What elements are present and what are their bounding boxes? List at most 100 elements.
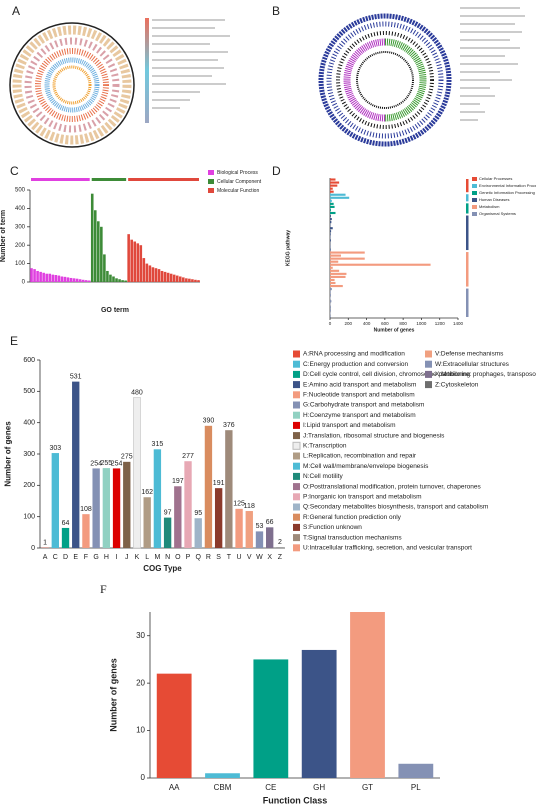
legend-label: Cellular Processes [479, 176, 512, 181]
genome-legend-b [460, 7, 525, 121]
bar [330, 178, 336, 181]
x-tick-label: Q [196, 554, 202, 561]
bar [127, 234, 130, 282]
bar [51, 453, 59, 548]
x-tick-label: O [175, 554, 181, 561]
genome-legend-a [145, 18, 230, 123]
legend-label: Z:Cytoskeleton [435, 381, 479, 388]
bar [330, 211, 336, 215]
bar [330, 294, 331, 297]
bar [45, 273, 48, 282]
data-label: 125 [233, 501, 245, 508]
panel-label: D [272, 164, 281, 178]
legend-swatch [292, 441, 301, 450]
y-tick-label: 200 [23, 482, 35, 489]
data-label: 197 [172, 478, 184, 485]
legend-label: F:Nucleotide transport and metabolism [303, 392, 415, 399]
x-tick-label: U [237, 554, 242, 561]
bar [175, 275, 179, 282]
group-strip [466, 194, 469, 202]
bar [157, 269, 161, 282]
y-tick-label: 400 [23, 420, 35, 427]
legend-label: E:Amino acid transport and metabolism [303, 381, 416, 388]
bar [51, 274, 55, 282]
data-label: 277 [182, 453, 194, 460]
bar [330, 187, 333, 190]
data-label: 255 [101, 460, 113, 467]
x-axis-title: GO term [101, 307, 129, 314]
y-tick-label: 0 [141, 773, 146, 782]
x-tick-label: 400 [363, 321, 371, 326]
data-label: 480 [131, 389, 143, 396]
bar [75, 278, 79, 282]
bar [330, 254, 341, 257]
x-tick-label: I [116, 554, 118, 561]
bar [163, 517, 172, 548]
legend-label: H:Coenzyme transport and metabolism [303, 412, 416, 419]
bar [330, 251, 365, 254]
data-label: 66 [266, 519, 274, 526]
x-tick-label: W [256, 554, 263, 561]
x-tick-label: CE [265, 783, 276, 792]
x-tick-label: GT [362, 783, 373, 792]
x-tick-label: 600 [381, 321, 389, 326]
bar [330, 196, 350, 199]
bar [194, 518, 202, 548]
legend-label: Genetic Information Processing [479, 190, 535, 195]
x-tick-label: 1200 [435, 321, 446, 326]
legend-swatch [293, 493, 300, 501]
y-tick-label: 0 [22, 280, 26, 286]
bar [72, 381, 80, 548]
x-axis-title: Number of genes [374, 327, 415, 333]
legend-swatch [293, 360, 300, 368]
x-tick-label: A [43, 554, 48, 561]
bar [276, 547, 284, 548]
bar [182, 277, 185, 282]
y-axis-title: Number of term [0, 210, 7, 262]
x-axis-title: Function Class [263, 796, 328, 806]
legend-label: U:Intracellular trafficking, secretion, … [303, 545, 472, 552]
bar [154, 268, 158, 282]
series-band [128, 178, 199, 181]
x-tick-label: S [216, 554, 221, 561]
bar [330, 284, 343, 288]
bar [118, 279, 121, 282]
bar [255, 531, 264, 548]
bar [330, 193, 346, 196]
bar [78, 279, 82, 282]
legend-label: G:Carbohydrate transport and metabolism [303, 402, 424, 409]
bar [330, 275, 346, 278]
legend-swatch [293, 391, 300, 399]
bar [66, 277, 70, 282]
legend-label: Metabolism [479, 204, 500, 209]
bar [130, 239, 133, 282]
data-label: 254 [111, 460, 123, 467]
bar [194, 279, 197, 282]
bar [112, 468, 121, 548]
legend-label: S:Function unknown [303, 524, 362, 531]
bar [84, 280, 88, 282]
x-axis-title: COG Type [143, 564, 182, 573]
bar [90, 193, 94, 282]
bar [163, 271, 167, 282]
data-label: 64 [62, 520, 70, 527]
data-label: 2 [278, 539, 282, 546]
legend-swatch [293, 462, 300, 470]
legend-swatch [293, 350, 300, 358]
x-tick-label: K [135, 554, 140, 561]
bar [63, 276, 67, 282]
legend-label: R:General function prediction only [303, 514, 402, 521]
y-tick-label: 300 [23, 451, 35, 458]
x-tick-label: 0 [329, 321, 332, 326]
legend-swatch [472, 198, 477, 202]
bar [145, 263, 149, 282]
data-label: 108 [80, 506, 92, 513]
x-tick-label: J [125, 554, 129, 561]
data-label: 390 [203, 418, 215, 425]
data-label: 53 [256, 523, 264, 530]
bar [97, 221, 100, 282]
legend-label: L:Replication, recombination and repair [303, 453, 417, 460]
legend-label: J:Translation, ribosomal structure and b… [303, 432, 445, 439]
bar [330, 309, 331, 312]
bar [330, 221, 332, 224]
